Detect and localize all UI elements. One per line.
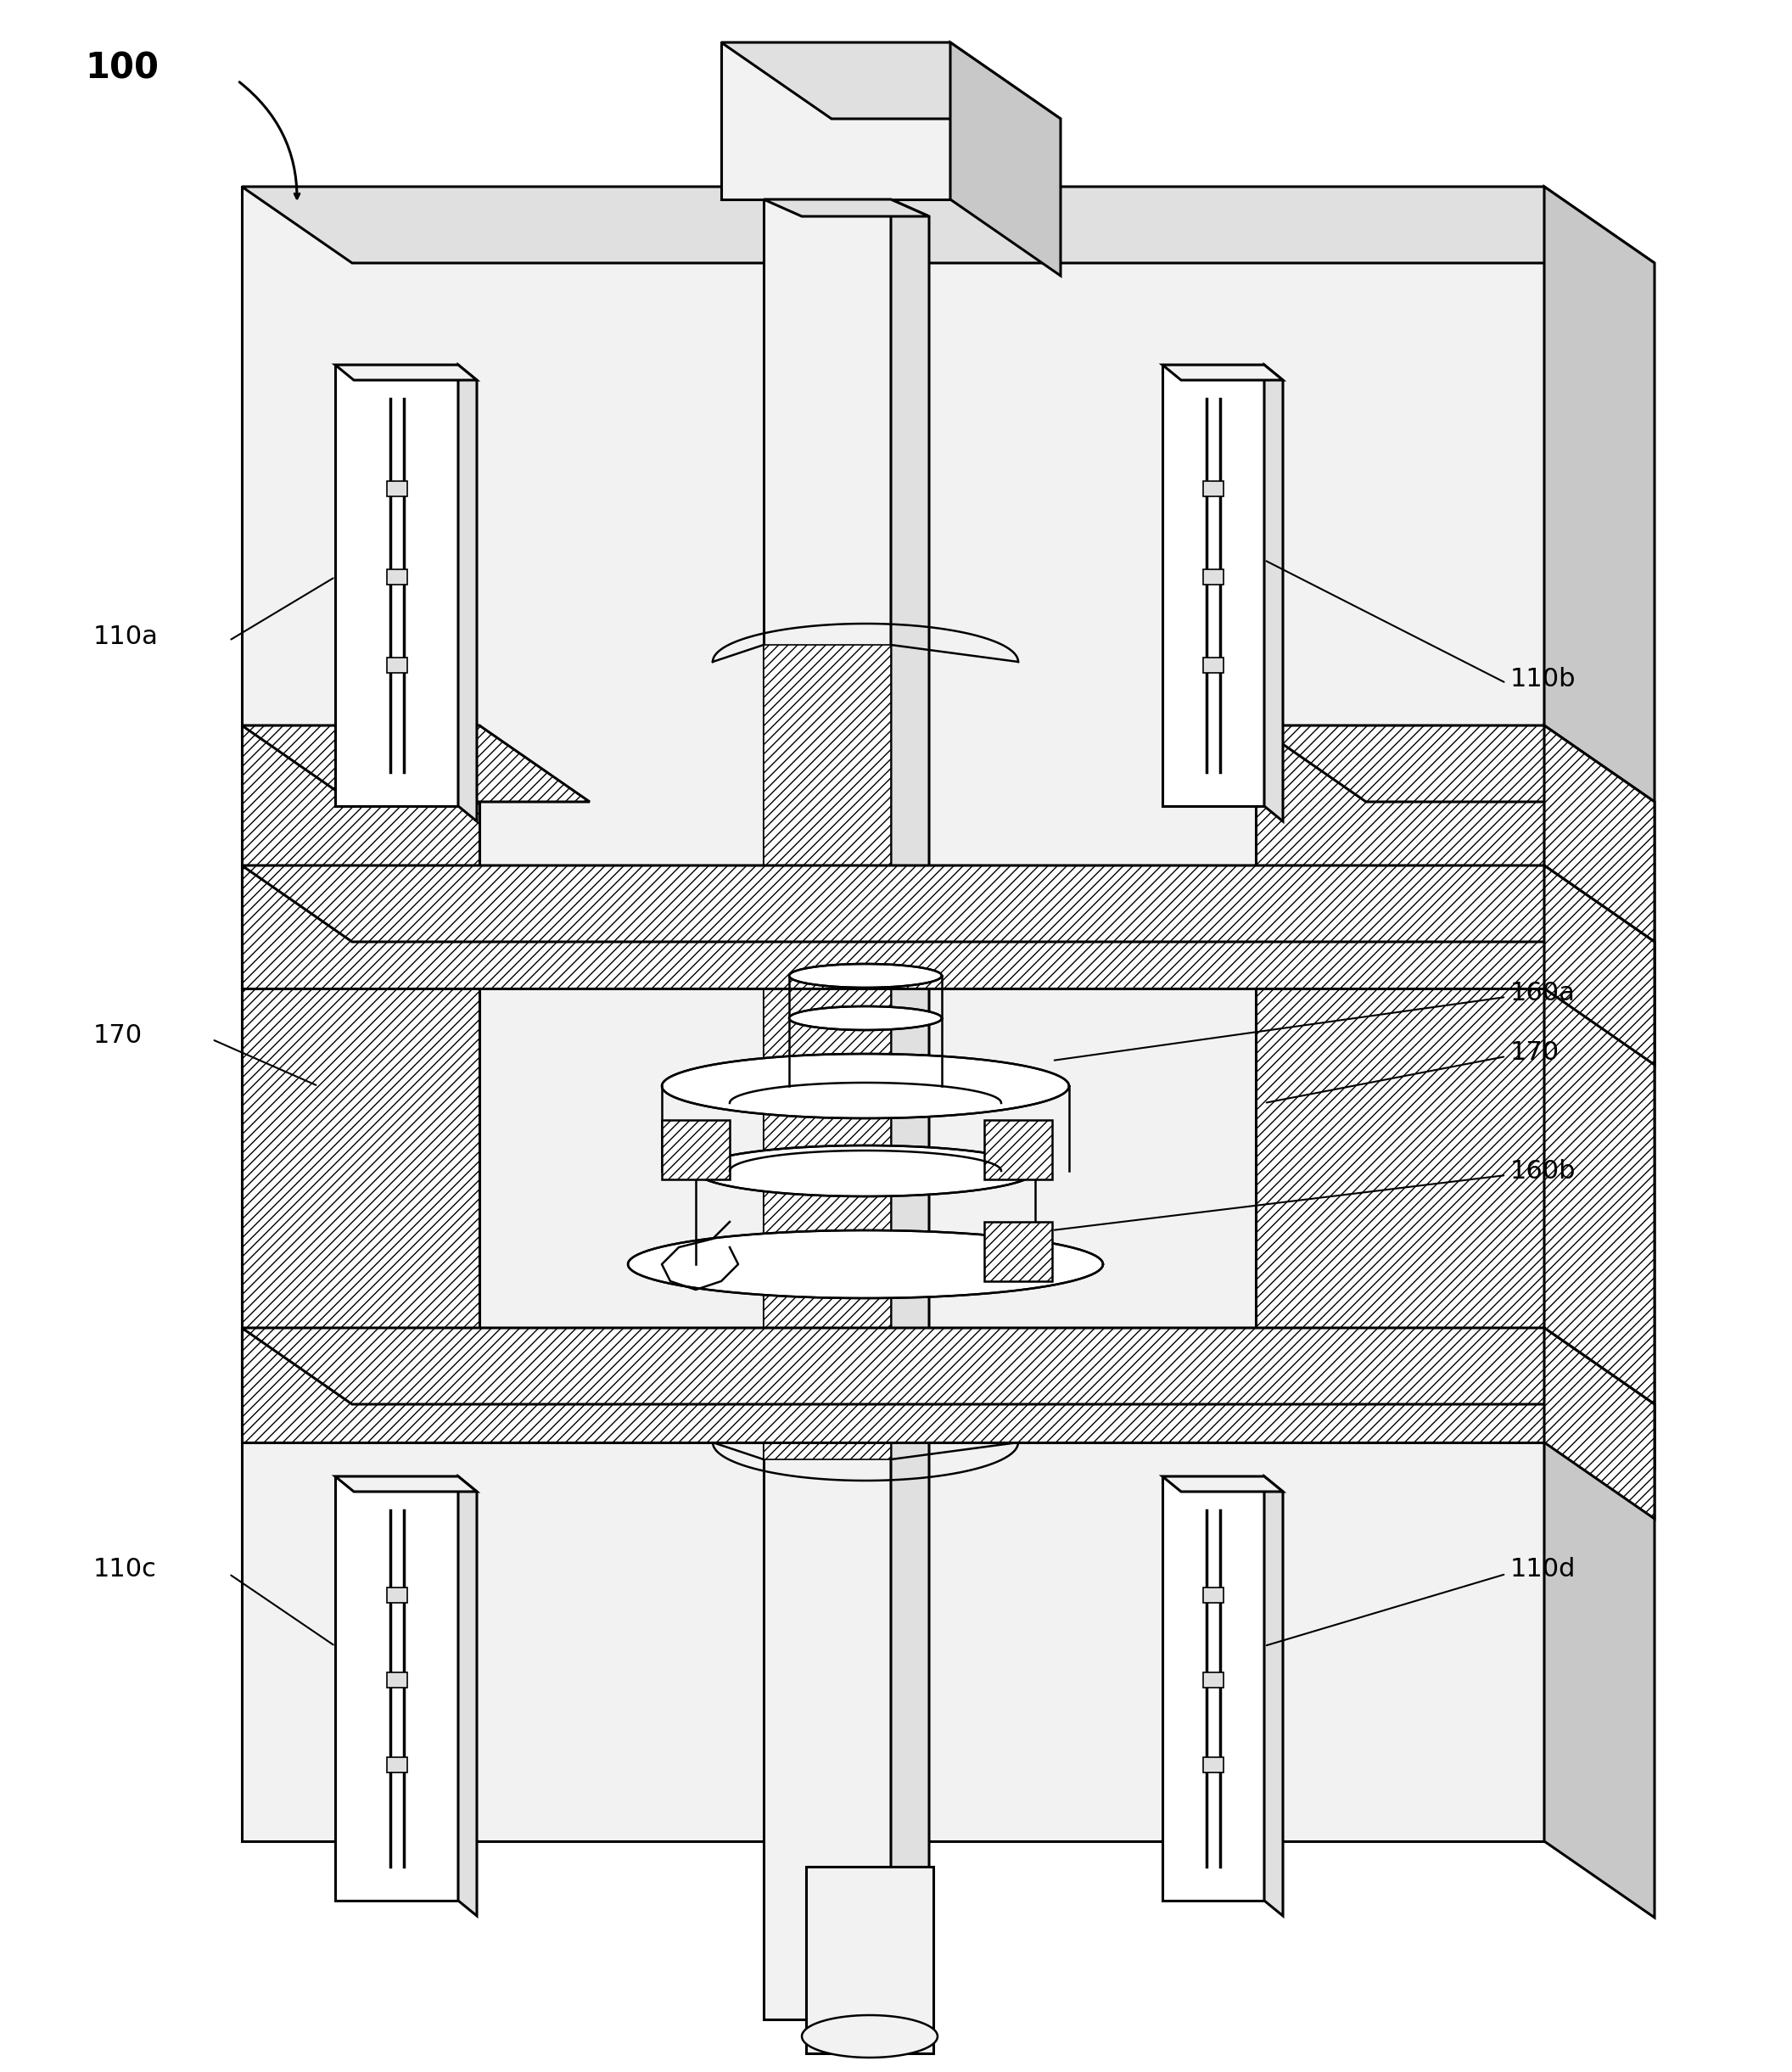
Polygon shape [387, 481, 407, 495]
Polygon shape [387, 570, 407, 584]
Polygon shape [720, 41, 1061, 118]
Polygon shape [801, 2016, 937, 2057]
Polygon shape [335, 1477, 477, 1492]
Text: 160b: 160b [1511, 1158, 1575, 1183]
Polygon shape [459, 1477, 477, 1917]
Polygon shape [661, 1121, 729, 1179]
Polygon shape [387, 1757, 407, 1772]
Text: 170: 170 [1511, 1040, 1559, 1065]
Text: 110b: 110b [1511, 667, 1575, 692]
Polygon shape [242, 866, 1654, 943]
Polygon shape [1163, 365, 1283, 379]
Polygon shape [242, 186, 1545, 1842]
Polygon shape [950, 41, 1061, 276]
Polygon shape [1256, 725, 1545, 1392]
Polygon shape [1545, 866, 1654, 1065]
Polygon shape [1163, 1477, 1283, 1492]
Polygon shape [1163, 365, 1263, 806]
Polygon shape [1163, 1477, 1263, 1900]
Polygon shape [1202, 1757, 1224, 1772]
Polygon shape [695, 1146, 1036, 1196]
Polygon shape [806, 1867, 934, 2053]
Polygon shape [984, 1121, 1052, 1179]
Polygon shape [459, 365, 477, 821]
Polygon shape [763, 644, 891, 1459]
Polygon shape [335, 365, 477, 379]
Polygon shape [1202, 481, 1224, 495]
Polygon shape [720, 41, 950, 199]
Polygon shape [1263, 365, 1283, 821]
Polygon shape [242, 725, 480, 1392]
Text: 110a: 110a [93, 624, 158, 649]
Polygon shape [242, 186, 1654, 263]
Polygon shape [661, 1055, 1070, 1119]
Polygon shape [242, 1328, 1654, 1405]
Polygon shape [242, 725, 590, 802]
Polygon shape [788, 963, 943, 988]
Polygon shape [788, 1007, 943, 1030]
Polygon shape [1545, 725, 1654, 1467]
Polygon shape [387, 1587, 407, 1604]
Polygon shape [242, 866, 1545, 988]
Polygon shape [1202, 657, 1224, 673]
Text: 170: 170 [93, 1024, 143, 1048]
Polygon shape [335, 365, 459, 806]
Text: 100: 100 [84, 50, 159, 85]
Polygon shape [335, 1477, 459, 1900]
Polygon shape [1545, 186, 1654, 1917]
Polygon shape [1263, 1477, 1283, 1917]
Text: 110d: 110d [1511, 1558, 1575, 1583]
Polygon shape [1202, 1587, 1224, 1604]
Polygon shape [387, 657, 407, 673]
Text: 160a: 160a [1511, 980, 1575, 1005]
Text: 110c: 110c [93, 1558, 158, 1583]
Polygon shape [891, 199, 928, 2037]
Polygon shape [1202, 570, 1224, 584]
Polygon shape [1545, 1328, 1654, 1519]
Polygon shape [387, 1672, 407, 1687]
Polygon shape [627, 1231, 1104, 1299]
Polygon shape [763, 199, 928, 215]
Polygon shape [242, 1328, 1545, 1442]
Polygon shape [1202, 1672, 1224, 1687]
Polygon shape [763, 199, 891, 2020]
Polygon shape [1256, 725, 1654, 802]
Polygon shape [984, 1222, 1052, 1280]
